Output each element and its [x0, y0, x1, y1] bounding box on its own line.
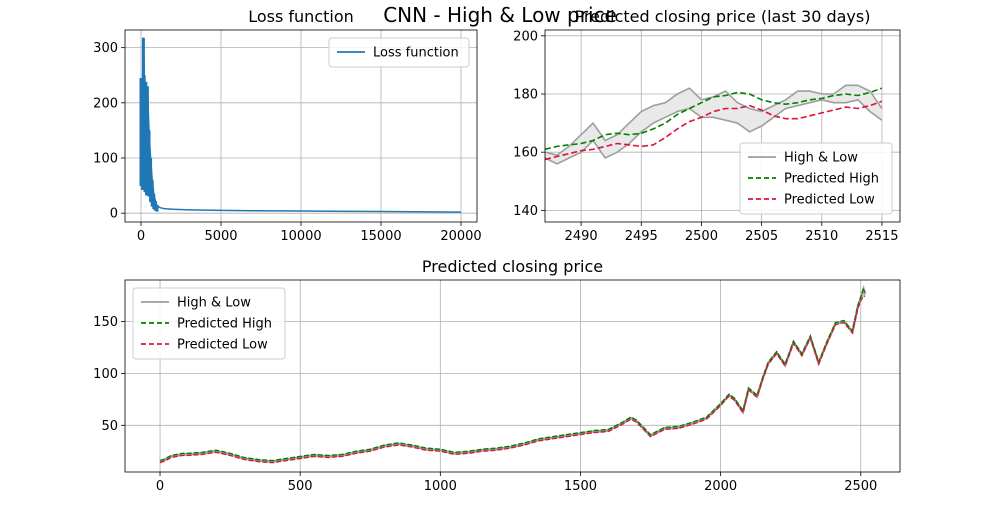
chart-title: Loss function [248, 7, 354, 26]
recent-price-chart: 2490 2495 2500 2505 2510 2515 140 160 180 200 Pred… [513, 7, 901, 244]
legend-entry: High & Low [177, 296, 251, 311]
y-tick-label: 100 [93, 152, 118, 167]
x-tick-label: 0 [137, 229, 145, 244]
legend-entry: Predicted High [784, 172, 879, 187]
legend-entry: Predicted High [177, 317, 272, 332]
x-tick-label: 2500 [844, 479, 877, 494]
x-tick-label: 2515 [865, 229, 898, 244]
x-tick-label: 5000 [204, 229, 237, 244]
legend-entry: Predicted Low [177, 338, 268, 353]
figure-suptitle: CNN - High & Low price [383, 3, 617, 27]
legend: Loss function [328, 37, 470, 68]
axes-frame [124, 279, 901, 473]
full-price-chart: 0 500 1000 1500 2000 2500 50 100 150 Predicted cl… [93, 257, 901, 494]
x-tick-label: 1500 [564, 479, 597, 494]
x-tick-label: 0 [156, 479, 164, 494]
legend-entry: High & Low [784, 151, 858, 166]
y-tick-label: 300 [93, 41, 118, 56]
x-tick-label: 10000 [280, 229, 321, 244]
series-high-line [545, 84, 883, 156]
series-predicted-low-line [159, 294, 866, 464]
x-tick-label: 2505 [745, 229, 778, 244]
x-tick-label: 2500 [685, 229, 718, 244]
plot-area [159, 284, 867, 464]
legend-entry: Loss function [373, 46, 459, 61]
loss-chart: 0 5000 10000 15000 20000 0 100 200 300 Loss funct… [93, 7, 482, 244]
plot-area [545, 84, 883, 165]
x-tick-label: 2495 [625, 229, 658, 244]
y-tick-label: 100 [93, 367, 118, 382]
y-tick-label: 0 [110, 207, 118, 222]
x-tick-label: 1000 [424, 479, 457, 494]
y-tick-label: 160 [513, 146, 538, 161]
y-tick-label: 200 [513, 29, 538, 44]
y-tick-label: 140 [513, 204, 538, 219]
legend-entry: Predicted Low [784, 193, 875, 208]
chart-title: Predicted closing price [422, 257, 603, 276]
loss-noise-band [139, 37, 159, 212]
legend-box [328, 37, 470, 68]
x-tick-label: 20000 [440, 229, 481, 244]
plot-area [139, 37, 462, 213]
x-tick-label: 500 [288, 479, 313, 494]
series-predicted-high-line [159, 286, 866, 462]
y-tick-label: 150 [93, 315, 118, 330]
legend: High & Low Predicted High Predicted Low [739, 142, 893, 215]
legend: High & Low Predicted High Predicted Low [132, 287, 286, 360]
legend-box [739, 142, 893, 215]
axes-frame [544, 29, 901, 223]
legend-box [132, 287, 286, 360]
x-tick-label: 2490 [565, 229, 598, 244]
y-tick-label: 180 [513, 88, 538, 103]
x-tick-label: 2510 [805, 229, 838, 244]
y-tick-label: 50 [101, 419, 118, 434]
y-tick-label: 200 [93, 96, 118, 111]
series-predicted-low-line [545, 100, 883, 161]
x-tick-label: 15000 [360, 229, 401, 244]
chart-title: Predicted closing price (last 30 days) [575, 7, 871, 26]
series-predicted-high-line [545, 87, 883, 151]
x-tick-label: 2000 [704, 479, 737, 494]
series-low-line [545, 98, 883, 165]
